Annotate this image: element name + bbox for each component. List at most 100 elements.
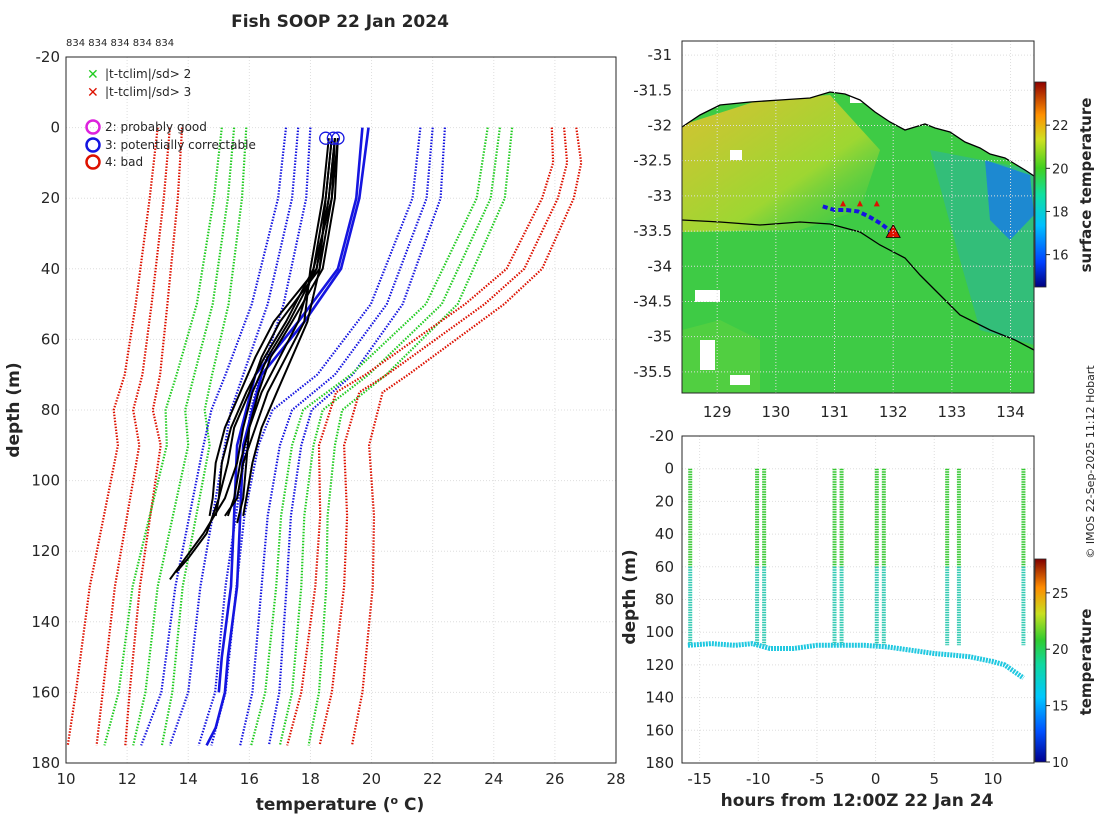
map-lon-tick-label: 130 [762, 403, 791, 421]
coastline [682, 91, 1034, 177]
depth-time-x-tick-label: -5 [809, 770, 824, 788]
profile-axes-box [65, 56, 617, 764]
figure-title: Fish SOOP 22 Jan 2024 [231, 12, 449, 32]
credit-label: © IMOS 22-Sep-2025 11:12 Hobart [1084, 365, 1097, 559]
profile-y-tick-label: 160 [31, 683, 60, 701]
sst-colorbar-tick-label: 22 [1052, 119, 1069, 134]
sst-colorbar [1034, 81, 1047, 288]
climatology-line-mean+2sd [278, 127, 501, 746]
profile-y-tick-label: 180 [31, 754, 60, 772]
depth-time-y-tick-label: 0 [664, 460, 674, 478]
climatology-line-mean+3sd [286, 127, 555, 746]
legend-flag4-label: 4: bad [105, 155, 143, 169]
profile-y-tick-label: 40 [41, 260, 60, 278]
counts-label: 834 834 834 834 834 [66, 38, 174, 49]
profile-y-tick-label: 140 [31, 613, 60, 631]
climatology-line-mean-2sd [160, 127, 248, 746]
track-drop-marker [873, 200, 880, 207]
map-lon-tick-label: 133 [938, 403, 967, 421]
temperature-colorbar [1034, 558, 1047, 763]
legend-flag3-label: 3: potentially correctable [105, 138, 256, 152]
profile-x-tick-label: 24 [484, 770, 503, 788]
climatology-line-mean-3sd [95, 127, 171, 746]
depth-time-x-label: hours from 12:00Z 22 Jan 24 [721, 791, 994, 811]
depth-time-y-tick-label: 80 [655, 591, 674, 609]
depth-time-y-tick-label: 140 [645, 689, 674, 707]
map-lat-tick-label: -32.5 [633, 152, 672, 170]
legend: ✕ |t-tclim|/sd> 2 ✕ |t-tclim|/sd> 3 2: p… [85, 67, 256, 170]
depth-time-y-tick-label: -20 [650, 427, 675, 445]
sst-colorbar-label: surface temperature [1077, 98, 1095, 273]
climatology-line-mean-3sd [66, 127, 159, 746]
depth-time-y-tick-label: 60 [655, 558, 674, 576]
profile-x-label: temperature (o C) [256, 794, 425, 815]
legend-red-cross-label: |t-tclim|/sd> 3 [105, 85, 191, 99]
profile-x-label-text: temperature ( [256, 795, 391, 815]
depth-time-x-tick-label: -15 [687, 770, 712, 788]
profile-y-tick-label: -20 [36, 48, 61, 66]
depth-time-y-label: depth (m) [620, 549, 640, 644]
profile-x-tick-label: 28 [606, 770, 625, 788]
red-circle-icon [85, 154, 101, 170]
map-lat-tick-label: -33.5 [633, 222, 672, 240]
map-lat-tick-label: -31.5 [633, 81, 672, 99]
shelf-contour [682, 219, 1034, 351]
profile-chart: 10 12 14 16 18 20 22 24 26 28 -20 0 20 40 60 80 100 120 14… [4, 12, 626, 815]
map-lon-tick-label: 131 [820, 403, 849, 421]
profile-y-tick-label: 80 [41, 401, 60, 419]
profile-x-tick-label: 18 [301, 770, 320, 788]
depth-time-x-tick-label: 0 [871, 770, 881, 788]
climatology-line-mean+2sd [307, 127, 514, 746]
depth-time-plot-area [682, 436, 1034, 763]
depth-time-y-tick-label: 100 [645, 623, 674, 641]
map-chart: 129 130 131 132 133 134 -31 -31.5 -32 -32.5 -33 -33… [633, 40, 1095, 421]
temperature-colorbar-tick-label: 10 [1052, 756, 1069, 771]
map-lat-tick-label: -34 [648, 257, 673, 275]
sst-colorbar-tick-label: 20 [1052, 162, 1069, 177]
climatology-line-mean+3sd [318, 127, 569, 746]
xbt-profile-line [175, 138, 339, 574]
mean-profile-line [217, 127, 364, 693]
profile-y-tick-label: 0 [50, 119, 60, 137]
map-lat-tick-label: -34.5 [633, 292, 672, 310]
profile-x-tick-label: 16 [240, 770, 259, 788]
profile-x-label-tail: C) [398, 795, 424, 815]
legend-flag2-label: 2: probably good [105, 120, 207, 134]
profile-x-tick-label: 10 [56, 770, 75, 788]
profile-y-tick-label: 100 [31, 472, 60, 490]
climatology-line-mean-2sd [132, 127, 236, 746]
xbt-profile-line [236, 138, 339, 524]
depth-time-x-tick-label: 10 [983, 770, 1002, 788]
temperature-colorbar-label: temperature [1077, 609, 1095, 716]
track-drop-marker [856, 200, 863, 207]
map-lon-tick-label: 132 [879, 403, 908, 421]
climatology-line-mean+1sd [267, 127, 446, 746]
profile-x-tick-label: 12 [118, 770, 137, 788]
map-lat-tick-label: -33 [648, 187, 673, 205]
map-lat-tick-label: -31 [648, 46, 673, 64]
red-cross-icon: ✕ [87, 85, 99, 101]
profile-y-label: depth (m) [4, 362, 24, 457]
profile-y-tick-label: 60 [41, 330, 60, 348]
depth-time-y-tick-label: 20 [655, 492, 674, 510]
profile-x-tick-label: 22 [423, 770, 442, 788]
profile-plot-area [66, 57, 616, 763]
legend-green-cross-label: |t-tclim|/sd> 2 [105, 67, 191, 81]
depth-time-x-tick-label: 5 [929, 770, 939, 788]
track-drop-marker [840, 200, 847, 207]
depth-time-y-tick-label: 40 [655, 525, 674, 543]
xbt-profile-line [226, 138, 333, 517]
sst-colorbar-tick-label: 18 [1052, 205, 1069, 220]
profile-x-label-sup: o [391, 794, 399, 807]
flag3-marker [331, 131, 345, 145]
flag3-marker [326, 131, 341, 145]
depth-time-x-tick-label: -10 [746, 770, 771, 788]
sst-colorbar-tick-label: 16 [1052, 249, 1069, 264]
temperature-colorbar-tick-label: 20 [1052, 643, 1069, 658]
depth-time-y-tick-label: 120 [645, 656, 674, 674]
map-lon-tick-label: 134 [996, 403, 1025, 421]
map-lat-tick-label: -35.5 [633, 363, 672, 381]
map-axes-box [681, 40, 1035, 394]
climatology-line-mean+3sd [350, 127, 583, 746]
